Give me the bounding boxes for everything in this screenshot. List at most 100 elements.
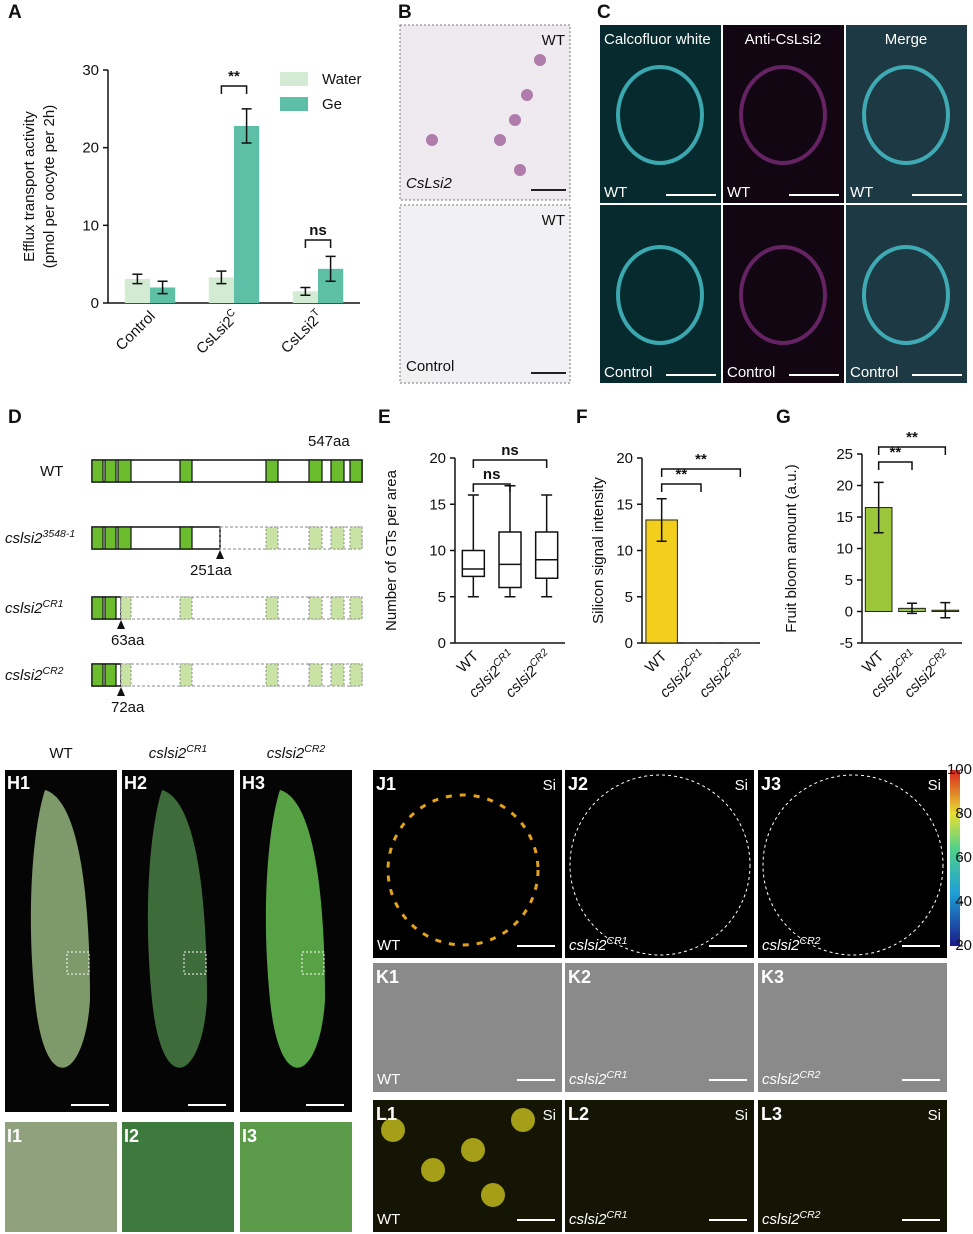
colorbar-label: 20 xyxy=(955,937,972,954)
image-id: J3 xyxy=(761,774,781,794)
y-tick-label: 15 xyxy=(616,496,633,513)
image-label: Control xyxy=(604,364,652,381)
image-id: H3 xyxy=(242,773,265,793)
colorbar xyxy=(950,770,960,946)
exon xyxy=(330,459,345,483)
text-part: CR2 xyxy=(800,1069,821,1081)
exon-lost xyxy=(330,596,345,620)
legend-swatch xyxy=(280,72,308,86)
text-part: cslsi2 xyxy=(5,600,43,617)
micrograph xyxy=(565,770,754,958)
text-part: WT xyxy=(49,745,72,762)
significance-bracket xyxy=(472,483,511,492)
exon-lost xyxy=(265,663,279,687)
text-part: cslsi2 xyxy=(5,667,43,684)
image-id: L1 xyxy=(376,1104,397,1124)
roi xyxy=(569,774,751,956)
channel-label: Si xyxy=(735,1107,748,1124)
y-axis-label: Fruit bloom amount (a.u.) xyxy=(783,464,800,632)
y-axis-label: Silicon signal intensity xyxy=(590,477,607,624)
bar xyxy=(292,291,318,303)
exon xyxy=(349,459,363,483)
bar xyxy=(234,125,260,303)
text-part: cslsi2 xyxy=(762,1071,800,1088)
exon xyxy=(179,526,193,550)
image-label: cslsi2CR1 xyxy=(569,935,628,954)
image-label: WT xyxy=(542,212,565,229)
image-label: cslsi2CR1 xyxy=(569,1069,628,1088)
image-label: WT xyxy=(542,32,565,49)
box-whisker xyxy=(541,494,553,598)
image-header: cslsi2CR1 xyxy=(149,743,208,762)
text-part: cslsi2 xyxy=(569,1211,607,1228)
photo-detail xyxy=(240,1122,352,1232)
panel-letter: A xyxy=(8,2,22,23)
micrograph xyxy=(373,770,562,958)
photo-detail xyxy=(5,1122,117,1232)
significance-bracket xyxy=(877,461,913,470)
y-tick-label: 20 xyxy=(836,478,853,495)
panel-letter: F xyxy=(576,407,588,428)
micrograph xyxy=(758,1100,947,1232)
y-tick-label: 5 xyxy=(438,589,446,606)
image-id: K2 xyxy=(568,967,591,987)
image-id: I1 xyxy=(7,1126,22,1146)
gene-deleted xyxy=(120,663,363,687)
stained-cell xyxy=(521,89,533,101)
legend-label: Water xyxy=(322,71,361,88)
image-id: J1 xyxy=(376,774,396,794)
legend-label: Ge xyxy=(322,96,342,113)
box-whisker xyxy=(467,494,479,598)
significance-label: ** xyxy=(695,451,707,468)
si-spot xyxy=(481,1183,505,1207)
gene-name: cslsi2CR1 xyxy=(5,598,64,617)
y-tick-label: 20 xyxy=(616,450,633,467)
image-label: Control xyxy=(406,358,454,375)
image-id: L3 xyxy=(761,1104,782,1124)
stained-cell xyxy=(494,134,506,146)
significance-label: ** xyxy=(675,466,687,483)
exon-lost xyxy=(120,596,132,620)
exon-lost xyxy=(308,526,323,550)
y-tick-label: 10 xyxy=(429,543,446,560)
y-tick-label: 0 xyxy=(91,295,99,312)
roi xyxy=(762,774,944,956)
text-part: 3548-1 xyxy=(43,528,76,540)
micrograph xyxy=(758,770,947,958)
colorbar-label: 60 xyxy=(955,849,972,866)
significance-bracket xyxy=(660,483,702,492)
image-id: L2 xyxy=(568,1104,589,1124)
text-part: CR2 xyxy=(800,935,821,947)
y-axis-label: Number of GTs per area xyxy=(383,469,400,631)
x-tick-label: WT xyxy=(642,648,671,677)
y-tick-label: 5 xyxy=(625,589,633,606)
micrograph xyxy=(758,963,947,1092)
cell xyxy=(739,65,827,165)
cell xyxy=(616,65,704,165)
error-bar xyxy=(216,270,227,285)
error-bar xyxy=(241,108,252,144)
significance-label: ** xyxy=(906,429,918,446)
significance-label: ns xyxy=(309,222,327,239)
exon-lost xyxy=(349,526,363,550)
gene-name: cslsi23548-1 xyxy=(5,528,75,547)
y-tick-label: 10 xyxy=(616,543,633,560)
exon-lost xyxy=(308,663,323,687)
cell xyxy=(739,245,827,345)
text-part: WT xyxy=(377,1071,400,1088)
exon xyxy=(104,596,117,620)
exon xyxy=(265,459,279,483)
stained-cell xyxy=(426,134,438,146)
exon-lost xyxy=(265,526,279,550)
text-part: CR1 xyxy=(607,935,628,947)
significance-label: ns xyxy=(501,442,519,459)
image-label: cslsi2CR2 xyxy=(762,1209,821,1228)
image-label: cslsi2CR1 xyxy=(569,1209,628,1228)
image-label: WT xyxy=(604,184,627,201)
si-spot xyxy=(461,1138,485,1162)
fruit xyxy=(265,790,325,1068)
cell xyxy=(862,245,950,345)
exon xyxy=(91,663,104,687)
exon-lost xyxy=(349,663,363,687)
micrograph xyxy=(373,963,562,1092)
